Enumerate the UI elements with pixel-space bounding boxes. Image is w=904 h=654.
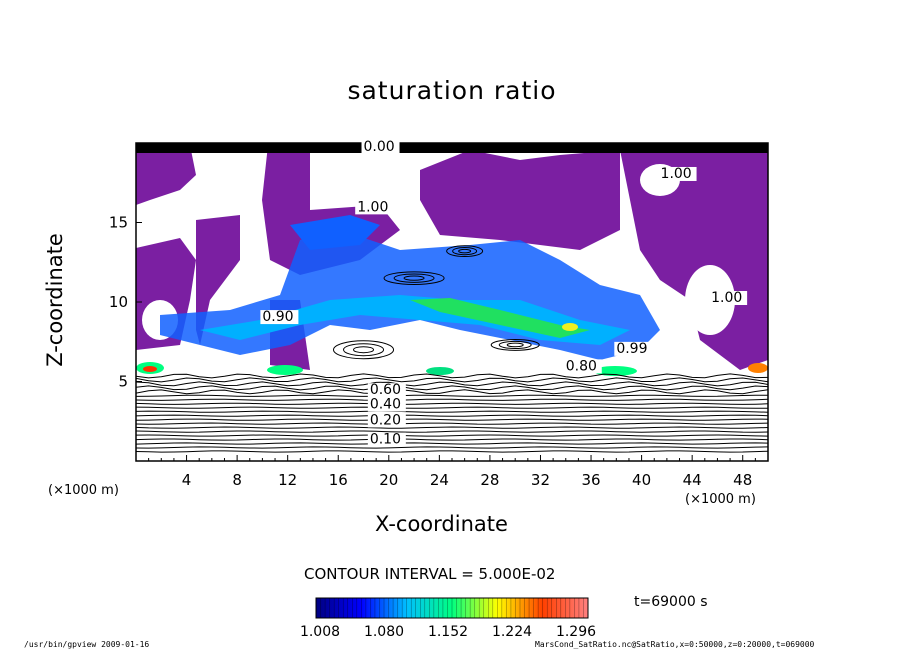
x-axis-label: X-coordinate xyxy=(375,512,508,536)
contour-label-bg xyxy=(367,432,406,447)
contour-ring xyxy=(343,343,385,357)
x-tick-label: 32 xyxy=(531,471,550,489)
contour-line xyxy=(136,438,768,441)
contour-line xyxy=(136,410,768,413)
contour-label-bg xyxy=(355,200,394,215)
contour-ring xyxy=(452,247,478,256)
colorbar-tick-label: 1.224 xyxy=(492,624,532,640)
colorbar-tick-label: 1.008 xyxy=(300,624,340,640)
x-tick-label: 28 xyxy=(480,471,499,489)
cloud-core-green xyxy=(410,298,590,338)
contour-line xyxy=(136,430,768,433)
contour-line xyxy=(136,385,768,391)
contour-line xyxy=(136,426,768,429)
contour-label: 0.80 xyxy=(566,358,597,374)
contour-line xyxy=(136,389,768,395)
contour-line xyxy=(136,442,768,445)
contour-line xyxy=(136,398,768,401)
contour-line xyxy=(136,418,768,421)
contour-label-bg xyxy=(367,383,406,398)
contour-ring xyxy=(403,275,425,281)
x-tick-label: 8 xyxy=(232,471,242,489)
purple-region-left xyxy=(136,145,196,205)
contour-interval-label: CONTOUR INTERVAL = 5.000E-02 xyxy=(304,565,556,583)
x-tick-label: 48 xyxy=(733,471,752,489)
colorbar-tick-label: 1.152 xyxy=(428,624,468,640)
contour-label-bg xyxy=(367,413,406,428)
contour-line xyxy=(136,434,768,437)
colorbar-tick-label: 1.296 xyxy=(556,624,596,640)
chart-title: saturation ratio xyxy=(347,76,557,105)
contour-ring xyxy=(458,248,472,254)
contour-line xyxy=(136,402,768,405)
contour-ring xyxy=(353,346,375,354)
contour-line xyxy=(136,381,768,387)
contour-label: 0.99 xyxy=(616,341,647,357)
contour-label-bg xyxy=(361,139,400,154)
x-tick-label: 36 xyxy=(581,471,600,489)
footer-right: MarsCond_SatRatio.nc@SatRatio,x=0:50000,… xyxy=(535,640,815,649)
contour-label: 0.20 xyxy=(370,412,401,428)
contour-line xyxy=(136,394,768,397)
contour-ring xyxy=(490,339,540,351)
x-tick-label: 44 xyxy=(683,471,702,489)
cloud-upper xyxy=(290,215,380,250)
x-tick-label: 20 xyxy=(379,471,398,489)
contour-label: 0.10 xyxy=(370,432,401,448)
contour-label-bg xyxy=(709,291,748,305)
contour-ring xyxy=(498,340,532,350)
contour-line xyxy=(136,373,768,379)
x-tick-label: 16 xyxy=(329,471,348,489)
purple-region-right-top xyxy=(420,150,620,250)
contour-ring xyxy=(383,271,445,285)
x-tick-label: 40 xyxy=(632,471,651,489)
contour-line xyxy=(136,377,768,383)
x-unit-label: (×1000 m) xyxy=(685,492,756,507)
contour-label: 1.00 xyxy=(357,199,388,215)
contour-label: 0.00 xyxy=(364,139,395,155)
y-tick-label: 10 xyxy=(109,293,128,311)
x-tick-label: 24 xyxy=(430,471,449,489)
y-axis-label: Z-coordinate xyxy=(43,233,67,367)
footer-left: /usr/bin/gpview 2009-01-16 xyxy=(24,640,150,649)
contour-line xyxy=(136,414,768,417)
contour-label: 0.40 xyxy=(370,397,401,413)
time-label: t=69000 s xyxy=(634,594,708,610)
colorbar: 1.008 1.080 1.152 1.224 1.296 xyxy=(300,597,596,640)
y-unit-label: (×1000 m) xyxy=(48,483,119,498)
contour-line xyxy=(136,422,768,425)
contour-line xyxy=(136,406,768,409)
contour-label-bg xyxy=(367,397,406,412)
x-tick-label: 4 xyxy=(182,471,192,489)
contour-label: 1.00 xyxy=(711,290,742,306)
contour-ring xyxy=(393,273,435,283)
contour-label-bg xyxy=(614,341,653,356)
contour-label-bg xyxy=(563,359,602,374)
contour-label-bg xyxy=(260,310,299,325)
y-tick-label: 5 xyxy=(118,373,128,391)
cloud-core xyxy=(200,295,630,345)
colorbar-tick-label: 1.080 xyxy=(364,624,404,640)
contour-line xyxy=(136,450,768,453)
contour-line xyxy=(136,446,768,449)
x-tick-label: 12 xyxy=(278,471,297,489)
contour-ring xyxy=(446,245,484,258)
contour-label: 0.90 xyxy=(262,309,293,325)
contour-label: 1.00 xyxy=(661,166,692,182)
contour-ring xyxy=(333,340,395,360)
contour-label: 0.60 xyxy=(370,382,401,398)
y-tick-label: 15 xyxy=(109,214,128,232)
contour-ring xyxy=(506,342,524,348)
contour-label-bg xyxy=(658,166,697,181)
